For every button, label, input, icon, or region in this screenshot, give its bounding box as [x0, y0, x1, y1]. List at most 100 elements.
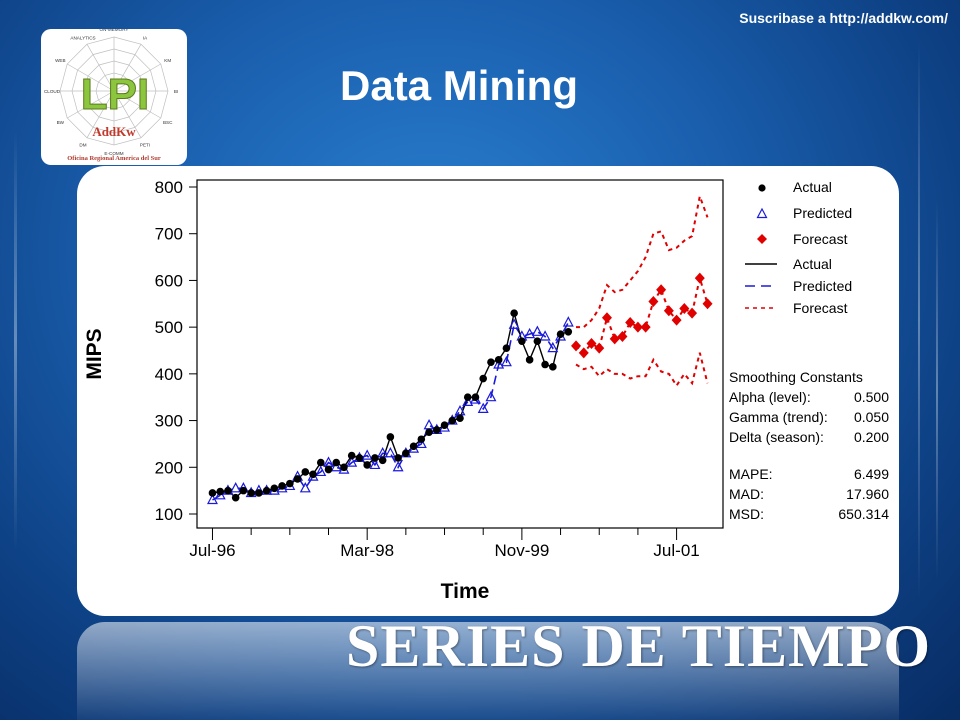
radar-spoke [67, 90, 115, 119]
x-tick-label: Mar-98 [340, 541, 394, 560]
smoothing-label: Gamma (trend): [729, 409, 828, 425]
accuracy-value: 6.499 [854, 466, 889, 482]
accuracy-label: MAD: [729, 486, 764, 502]
predicted-point [493, 358, 505, 369]
predicted-point [415, 437, 427, 449]
radar-spoke [113, 90, 142, 138]
logo-org-text: Oficina Regional America del Sur [67, 155, 161, 162]
predicted-point [369, 458, 381, 470]
predicted-point [384, 446, 396, 458]
logo-radar-graphic: ON-MEMORY IA KM BI BSC PETI E-COMM DM BW CLOUD WEB… [44, 27, 178, 162]
y-tick-label: 600 [155, 271, 183, 290]
smoothing-value: 0.200 [854, 429, 889, 445]
chart-axes: 100 200 300 400 500 600 700 800 Jul-96 Mar-98 Nov-… [83, 178, 724, 603]
x-tick-label: Nov-99 [494, 541, 549, 560]
actual-point [394, 454, 402, 462]
actual-point [316, 458, 325, 467]
legend-label: Predicted [793, 278, 852, 294]
actual-point [402, 449, 410, 458]
actual-point [224, 486, 232, 495]
y-tick-label: 800 [155, 178, 183, 197]
y-tick-label: 400 [155, 365, 183, 384]
logo-lpi-text: LPI [81, 70, 149, 119]
forecast-point [617, 330, 628, 342]
actual-point [549, 363, 557, 371]
accuracy-label: MAPE: [729, 466, 773, 482]
radar-label: WEB [55, 58, 65, 63]
actual-point [239, 486, 248, 495]
legend-label: Forecast [793, 231, 848, 247]
plot-frame [196, 179, 724, 529]
actual-point [270, 484, 279, 493]
actual-point [510, 309, 518, 317]
forecast-point [663, 305, 674, 317]
legend-forecast-marker [757, 234, 767, 244]
forecast-point [632, 321, 643, 333]
logo: ON-MEMORY IA KM BI BSC PETI E-COMM DM BW CLOUD WEB… [41, 27, 187, 165]
actual-point [208, 489, 217, 497]
radar-spoke [86, 90, 115, 138]
actual-point [456, 414, 464, 423]
actual-point [518, 337, 526, 345]
forecast-upper-line [576, 192, 709, 329]
actual-point [355, 454, 364, 462]
predicted-point [346, 456, 358, 467]
predicted-point [423, 418, 435, 430]
subscribe-link[interactable]: Suscribase a http://addkw.com/ [739, 10, 948, 26]
radar-label: KM [164, 58, 171, 63]
actual-point [564, 328, 573, 336]
actual-point [440, 421, 449, 430]
predicted-point [500, 355, 512, 367]
predicted-point [299, 482, 311, 493]
radar-label: IA [143, 35, 148, 40]
legend-label: Actual [793, 179, 832, 195]
radar-label: DM [79, 143, 86, 148]
smoothing-value: 0.050 [854, 409, 889, 425]
actual-point [417, 435, 426, 444]
predicted-point [477, 402, 489, 413]
actual-point [533, 337, 542, 345]
series-lines [212, 274, 709, 501]
actual-point [247, 489, 255, 497]
actual-point [502, 344, 511, 352]
actual-point [340, 463, 348, 472]
radar-spoke [113, 44, 142, 92]
chart-stats: Smoothing Constants Alpha (level): 0.500 Ga… [729, 369, 889, 522]
background-streak [936, 200, 938, 580]
y-axis-label: MIPS [83, 328, 106, 379]
actual-point [324, 465, 333, 474]
series-markers [206, 272, 713, 505]
radar-label: BSC [163, 120, 173, 125]
logo-brand-text: AddKw [92, 124, 136, 139]
predicted-point [531, 325, 543, 336]
radar-label: CLOUD [44, 89, 61, 94]
predicted-point [524, 327, 536, 339]
smoothing-label: Alpha (level): [729, 389, 811, 405]
predicted-point [206, 493, 218, 505]
predicted-point [462, 395, 474, 406]
forecast-point [640, 321, 651, 333]
predicted-point [485, 390, 497, 402]
radar-spoke [113, 63, 161, 92]
actual-point [371, 454, 379, 462]
forecast-point [625, 316, 636, 328]
actual-point [347, 451, 356, 460]
y-tick-label: 200 [155, 458, 183, 477]
forecast-point [571, 340, 582, 352]
forecast-point [702, 298, 713, 310]
forecast-point [609, 333, 620, 345]
actual-point [541, 360, 549, 369]
radar-label: ON-MEMORY [99, 29, 128, 32]
predicted-point [361, 449, 373, 460]
y-tick-label: 700 [155, 225, 183, 244]
x-axis-label: Time [441, 580, 490, 603]
background-streak [918, 40, 920, 600]
actual-point [425, 428, 433, 437]
legend-label: Predicted [793, 205, 852, 221]
actual-point [286, 479, 294, 488]
actual-point [332, 458, 341, 467]
actual-point [262, 486, 271, 495]
radar-spoke [67, 63, 115, 92]
forecast-point [671, 314, 682, 326]
time-series-chart: 100 200 300 400 500 600 700 800 Jul-96 Mar-98 Nov-… [83, 178, 889, 603]
